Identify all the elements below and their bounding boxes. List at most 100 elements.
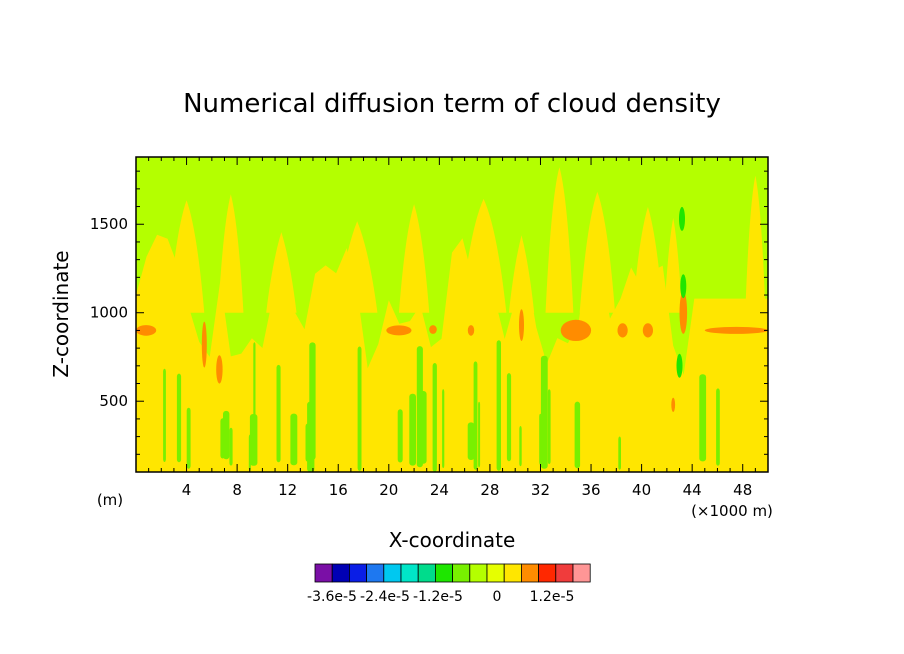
x-tick-label: 4 <box>182 481 192 499</box>
x-tick-label: 20 <box>379 481 398 499</box>
field-plume <box>745 175 766 313</box>
colorbar-label: 0 <box>493 589 502 605</box>
colorbar-swatch <box>555 563 574 583</box>
field-streak-negative <box>716 388 720 466</box>
x-unit-label: (×1000 m) <box>691 502 773 520</box>
field-spot-negative <box>676 353 683 378</box>
field-streak-negative <box>478 401 481 468</box>
y-axis-label: Z-coordinate <box>49 250 73 377</box>
colorbar-swatch <box>383 563 402 583</box>
field-streak-negative <box>442 389 445 469</box>
field-band-positive <box>642 323 654 338</box>
colorbar-swatch <box>348 563 367 583</box>
field-streak-negative <box>416 346 423 468</box>
chart-title: Numerical diffusion term of cloud densit… <box>183 89 721 119</box>
colorbar-label: -2.4e-5 <box>360 589 410 605</box>
field-streak-negative <box>699 374 707 462</box>
field-band-positive <box>467 325 475 336</box>
field-plume <box>545 167 574 313</box>
colorbar-swatch <box>452 563 471 583</box>
colorbar-label: -3.6e-5 <box>307 589 357 605</box>
field-band-positive <box>429 325 437 334</box>
field-band-positive <box>671 397 676 412</box>
y-unit-label: (m) <box>97 491 123 509</box>
field-band-positive <box>679 291 688 334</box>
field-streak-negative <box>307 401 315 472</box>
field-streak-negative <box>618 436 621 470</box>
colorbar: -3.6e-5 -2.4e-5 -1.2e-5 0 1.2e-5 <box>307 563 591 605</box>
field-spot-negative <box>680 274 687 299</box>
field-streak-negative <box>540 355 548 469</box>
field-spot-negative <box>679 206 685 231</box>
colorbar-swatch <box>417 563 436 583</box>
field-band-positive <box>216 355 223 384</box>
field-streak-negative <box>496 340 501 471</box>
field-streak-negative <box>276 364 281 463</box>
field-streak-negative <box>223 410 230 460</box>
field-streak-negative <box>249 414 258 466</box>
colorbar-swatch <box>314 563 333 583</box>
field-band-positive <box>560 319 592 341</box>
field-plume <box>579 191 616 313</box>
field-layer <box>136 167 769 472</box>
field-plume <box>336 221 378 313</box>
colorbar-swatch <box>521 563 540 583</box>
field-streak-negative <box>290 413 298 466</box>
field-streak-negative <box>186 407 191 469</box>
field-band-positive <box>136 325 157 336</box>
field-streak-negative <box>519 426 522 467</box>
field-plume <box>168 200 205 313</box>
x-axis-label: X-coordinate <box>389 528 516 552</box>
colorbar-swatch <box>331 563 350 583</box>
field-streak-negative <box>473 361 478 470</box>
colorbar-swatch <box>469 563 488 583</box>
field-streak-negative <box>229 427 233 466</box>
field-streak-negative <box>467 422 475 460</box>
x-tick-label: 44 <box>683 481 702 499</box>
x-tick-label: 24 <box>430 481 449 499</box>
field-streak-negative <box>163 368 166 462</box>
x-tick-label: 28 <box>480 481 499 499</box>
y-axis-ticks: 500 1000 1500 <box>90 170 768 473</box>
field-band-positive <box>201 321 207 368</box>
colorbar-swatch <box>366 563 385 583</box>
x-tick-label: 8 <box>232 481 242 499</box>
field-streak-negative <box>506 373 512 462</box>
colorbar-swatch <box>400 563 419 583</box>
field-streak-negative <box>397 409 403 463</box>
x-tick-label: 16 <box>329 481 348 499</box>
field-streak-negative <box>432 363 437 472</box>
field-streak-negative <box>547 389 551 465</box>
field-plume <box>460 198 507 313</box>
colorbar-swatch <box>503 563 522 583</box>
field-plume <box>632 207 664 313</box>
colorbar-swatch <box>486 563 505 583</box>
field-band-positive <box>617 323 628 338</box>
y-tick-label: 1500 <box>90 215 128 233</box>
y-tick-label: 500 <box>99 392 128 410</box>
field-plume <box>266 232 297 313</box>
field-band-positive <box>519 309 524 341</box>
field-band-positive <box>704 326 769 334</box>
field-plume <box>218 194 244 313</box>
field-plume <box>664 217 683 313</box>
field-plume <box>508 235 535 313</box>
field-streak-negative <box>357 346 362 471</box>
field-streak-negative <box>574 401 581 469</box>
field-plume <box>398 204 430 313</box>
field-streak-negative <box>248 434 251 471</box>
colorbar-swatch <box>434 563 453 583</box>
plot-area <box>135 156 769 473</box>
field-streak-negative <box>409 393 416 466</box>
x-tick-label: 48 <box>733 481 752 499</box>
field-band-positive <box>386 325 412 336</box>
colorbar-label: -1.2e-5 <box>413 589 463 605</box>
x-axis-ticks: 4 8 12 16 20 24 28 32 36 40 44 48 <box>148 157 756 499</box>
x-tick-label: 12 <box>278 481 297 499</box>
x-tick-label: 32 <box>531 481 550 499</box>
colorbar-swatch <box>572 563 591 583</box>
colorbar-swatch <box>538 563 557 583</box>
field-streak-negative <box>176 373 182 463</box>
y-tick-label: 1000 <box>90 304 128 322</box>
